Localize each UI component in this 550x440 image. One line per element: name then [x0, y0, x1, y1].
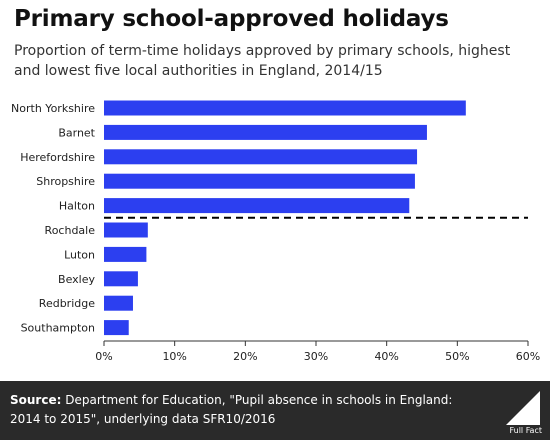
bars-group: [104, 100, 466, 336]
full-fact-logo: Full Fact: [496, 389, 542, 435]
x-tick-label: 10%: [162, 350, 186, 363]
x-tick-label: 0%: [95, 350, 112, 363]
chart-subtitle: Proportion of term-time holidays approve…: [14, 43, 511, 79]
category-label: Rochdale: [45, 224, 96, 237]
x-tick-label: 40%: [374, 350, 398, 363]
source-note: Source: Department for Education, "Pupil…: [10, 391, 480, 429]
category-label: Barnet: [58, 126, 95, 139]
footer: Source: Department for Education, "Pupil…: [0, 381, 550, 440]
bar-southampton: [104, 320, 129, 336]
bar-rochdale: [104, 222, 148, 238]
category-label: Bexley: [58, 273, 95, 286]
x-tick-label: 50%: [445, 350, 469, 363]
x-tick-label: 20%: [233, 350, 257, 363]
x-tick-label: 60%: [516, 350, 540, 363]
category-label: Halton: [59, 200, 95, 213]
category-label: Herefordshire: [20, 151, 95, 164]
x-tick-label: 30%: [304, 350, 328, 363]
category-labels-group: North Yorkshire Barnet Herefordshire Shrops…: [11, 102, 96, 335]
bar-north-yorkshire: [104, 100, 466, 116]
category-label: Luton: [64, 248, 95, 261]
bar-chart: North Yorkshire Barnet Herefordshire Shrops…: [11, 100, 540, 363]
bar-shropshire: [104, 173, 415, 189]
bar-barnet: [104, 124, 427, 140]
logo-text: Full Fact: [509, 426, 542, 435]
bar-redbridge: [104, 295, 133, 311]
category-label: Southampton: [21, 322, 95, 335]
source-text: Department for Education, "Pupil absence…: [10, 393, 453, 426]
full-fact-logo-icon: [506, 391, 540, 425]
bar-luton: [104, 246, 147, 262]
category-label: North Yorkshire: [11, 102, 95, 115]
category-label: Shropshire: [36, 175, 95, 188]
category-label: Redbridge: [39, 297, 95, 310]
x-ticks-group: 0% 10% 20% 30% 40% 50% 60%: [95, 341, 540, 363]
bar-herefordshire: [104, 149, 418, 165]
source-label: Source:: [10, 393, 62, 407]
bar-bexley: [104, 271, 138, 287]
chart-title: Primary school-approved holidays: [14, 6, 449, 32]
bar-halton: [104, 198, 410, 214]
